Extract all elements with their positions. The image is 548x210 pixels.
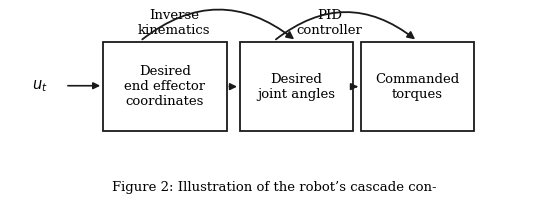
Text: Commanded
torques: Commanded torques xyxy=(375,73,459,101)
Bar xyxy=(103,42,227,131)
Text: Inverse
kinematics: Inverse kinematics xyxy=(138,9,210,37)
Text: Desired
end effector
coordinates: Desired end effector coordinates xyxy=(124,65,206,108)
Text: Figure 2: Illustration of the robot’s cascade con-: Figure 2: Illustration of the robot’s ca… xyxy=(112,181,436,194)
Text: PID
controller: PID controller xyxy=(296,9,362,37)
Text: Desired
joint angles: Desired joint angles xyxy=(258,73,335,101)
Bar xyxy=(361,42,474,131)
Text: $u_t$: $u_t$ xyxy=(32,78,48,94)
Bar xyxy=(240,42,353,131)
